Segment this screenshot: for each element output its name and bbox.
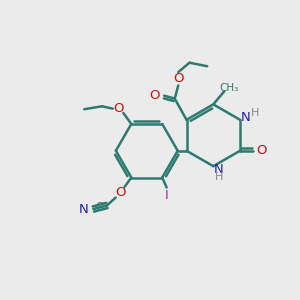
Text: N: N	[241, 111, 250, 124]
Text: CH₃: CH₃	[220, 82, 239, 93]
Text: O: O	[113, 102, 123, 115]
Text: O: O	[115, 186, 125, 199]
Text: C: C	[96, 202, 104, 212]
Text: H: H	[250, 108, 259, 118]
Text: N: N	[79, 202, 89, 215]
Text: N: N	[214, 163, 224, 176]
Text: H: H	[214, 172, 223, 182]
Text: I: I	[165, 189, 169, 202]
Text: O: O	[256, 144, 266, 157]
Text: O: O	[149, 89, 160, 102]
Text: O: O	[173, 71, 184, 85]
